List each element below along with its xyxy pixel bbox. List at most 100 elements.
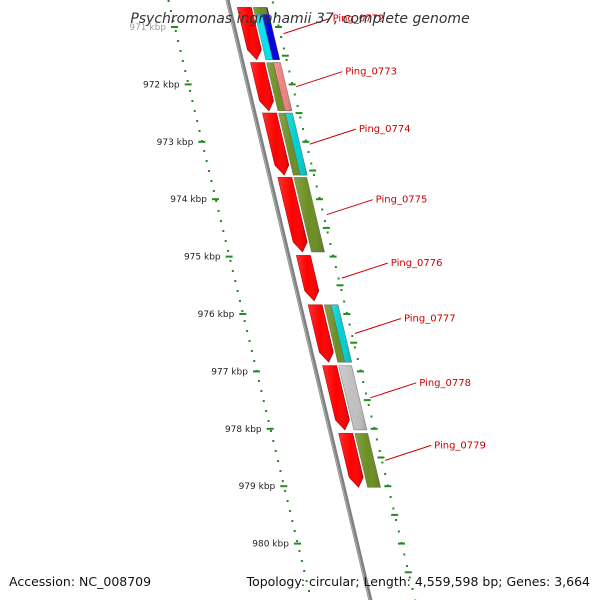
outer-ring-dot [304, 139, 307, 142]
cog-block-shade [331, 304, 352, 363]
outer-ring-dot [378, 450, 381, 452]
cog-track [253, 7, 381, 488]
cog-block-shade [273, 62, 292, 111]
cds-arrow-shade [250, 62, 274, 111]
cds-arrow-shade [277, 177, 308, 253]
gene-labels: Ping_0772 Ping_0773 Ping_0774 Ping_0775 Ping… [283, 14, 486, 461]
inner-ring-dot [181, 60, 184, 62]
inner-ring-dot [269, 430, 272, 432]
topology-value: circular; [309, 574, 360, 589]
inner-ring-dot [234, 280, 237, 282]
outer-ring-dot [293, 93, 296, 96]
inner-ring-dot [203, 150, 206, 152]
inner-ring-dot [208, 170, 211, 172]
gene-label-leader [341, 262, 388, 279]
inner-ring-dot [246, 330, 249, 332]
inner-ring-dot [293, 530, 296, 532]
gene-label: Ping_0774 [359, 124, 411, 135]
outer-ring-dot [343, 300, 346, 303]
inner-ring-dot [184, 70, 187, 72]
inner-ring-dot [167, 0, 170, 2]
cds-arrow-shade [338, 433, 364, 488]
outer-ring-dot [389, 496, 392, 498]
outer-ring-dot [356, 358, 359, 360]
kbp-tick-label: 974 kbp [170, 195, 207, 205]
inner-ring-dot [286, 500, 289, 502]
inner-ring-dot [198, 130, 201, 132]
cog-block-shade [260, 7, 280, 60]
gene-label: Ping_0775 [376, 195, 428, 206]
accession-info: Accession: NC_008709 [9, 574, 151, 589]
backbone-ring [225, 0, 373, 600]
inner-ring-dot [200, 140, 203, 142]
cds-arrow-shade [262, 113, 289, 176]
length-value: 4,559,598 bp; [414, 574, 503, 589]
inner-ring-dot [248, 340, 251, 342]
inner-ring-dot [300, 560, 303, 562]
kbp-tick-label: 980 kbp [252, 540, 289, 550]
outer-ring-dot [307, 151, 310, 153]
genome-stats: Topology: circular; Length: 4,559,598 bp… [247, 574, 590, 589]
accession-label: Accession: [9, 574, 76, 589]
inner-ring-dot [193, 110, 196, 112]
outer-ring-dot [351, 335, 354, 337]
inner-dotted-ring [167, 0, 310, 592]
kbp-tick-label: 978 kbp [225, 425, 262, 435]
gene-label: Ping_0779 [434, 440, 486, 451]
map-title: Psychromonas ingrahamii 37, complete gen… [130, 11, 469, 27]
outer-ring-dot [323, 220, 326, 222]
cog-block-shade [293, 177, 325, 253]
inner-ring-dot [224, 240, 227, 242]
outer-ring-dot [288, 70, 291, 73]
inner-ring-dot [243, 320, 246, 322]
genes-value: 3,664 [554, 574, 590, 589]
inner-ring-dot [255, 370, 258, 372]
inner-ring-dot [277, 460, 280, 462]
backbone-line [225, 0, 373, 600]
outer-ring-dot [354, 346, 357, 349]
inner-ring-dot [238, 300, 241, 302]
gene-label-leader [384, 444, 432, 461]
cds-arrow-shade [237, 7, 262, 60]
inner-ring-dot [253, 360, 256, 362]
inner-ring-dot [288, 510, 291, 512]
inner-ring-dot [229, 260, 232, 262]
inner-ring-dot [215, 200, 218, 202]
inner-ring-dot [284, 490, 287, 492]
inner-ring-dot [174, 30, 177, 32]
inner-ring-dot [305, 580, 308, 582]
inner-ring-dot [172, 20, 175, 22]
outer-ring-dot [299, 116, 302, 119]
outer-ring-dot [312, 174, 315, 176]
inner-ring-dot [274, 450, 277, 452]
cds-arrow-shade [308, 304, 334, 363]
gene-label-leader [326, 199, 373, 216]
gene-label: Ping_0776 [391, 258, 443, 269]
outer-ring-dot [406, 565, 409, 567]
gene-label: Ping_0778 [419, 378, 471, 389]
inner-ring-dot [210, 180, 213, 182]
gene-label-leader [283, 18, 330, 35]
cds-arrow-shade [296, 255, 319, 301]
inner-ring-dot [177, 40, 180, 42]
kbp-tick-label: 977 kbp [211, 367, 248, 377]
cog-block-shade [338, 365, 367, 430]
inner-ring-dot [303, 570, 306, 572]
outer-ring-dot [315, 185, 318, 188]
outer-ring-dot [302, 128, 305, 130]
cog-block-shade [253, 7, 268, 15]
genes-label: Genes: [506, 574, 551, 589]
inner-ring-dot [291, 520, 294, 522]
inner-ring-dot [236, 290, 239, 292]
gene-label: Ping_0772 [333, 14, 385, 25]
inner-ring-dot [258, 380, 261, 382]
cog-block-shade [354, 433, 381, 488]
gene-label-leader [296, 71, 343, 88]
inner-ring-dot [219, 220, 222, 222]
cog-block-shade [285, 113, 308, 176]
outer-ring-dot [321, 208, 324, 211]
topology-label: Topology: [246, 574, 306, 589]
outer-ring-dot [334, 266, 337, 268]
kbp-tick-label: 979 kbp [239, 482, 276, 492]
